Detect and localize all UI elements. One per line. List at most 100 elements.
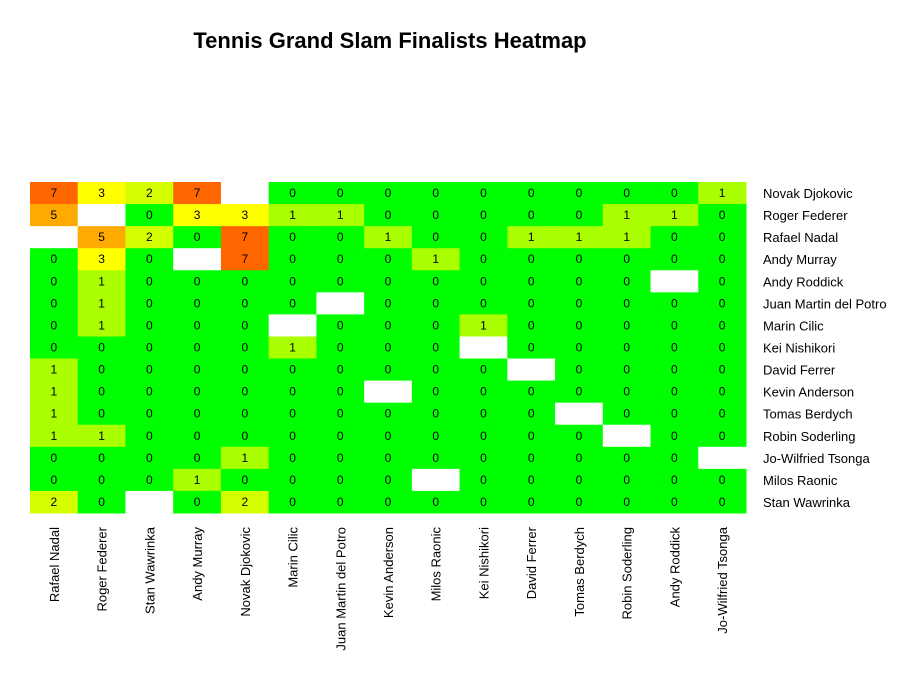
heatmap-cell — [125, 226, 174, 249]
heatmap-cell — [30, 248, 79, 271]
cell-value-label: 0 — [432, 208, 439, 222]
cell-value-label: 0 — [719, 230, 726, 244]
cell-value-label: 0 — [337, 274, 344, 288]
heatmap-cell — [30, 182, 79, 205]
heatmap-cell — [459, 226, 508, 249]
heatmap-cell — [411, 182, 461, 205]
heatmap-cell — [316, 380, 365, 404]
cell-value-label: 0 — [289, 451, 296, 465]
cell-value-label: 2 — [241, 495, 248, 509]
heatmap-cell — [411, 314, 461, 337]
cell-value-label: 0 — [576, 208, 583, 222]
cell-value-label: 0 — [528, 274, 535, 288]
heatmap-cell — [220, 358, 270, 382]
heatmap-cell — [125, 270, 174, 293]
heatmap-cell — [650, 248, 699, 271]
column-tick-label: Stan Wawrinka — [142, 526, 157, 614]
heatmap-cell — [30, 468, 79, 492]
heatmap-cell — [459, 270, 508, 293]
cell-value-label: 0 — [480, 451, 487, 465]
heatmap-cell — [507, 248, 556, 271]
heatmap-cell — [125, 248, 174, 271]
heatmap-cell — [650, 380, 699, 404]
heatmap-cell — [173, 248, 222, 271]
heatmap-cell — [698, 446, 747, 470]
column-tick-label: Juan Martin del Potro — [333, 527, 348, 651]
heatmap-cell-labels: 7 3 2 7 0 0 0 0 0 0 0 0 0 1 5 0 3 3 1 1 0 0 0 0 0 1 1 0 5 2 0 7 0 0 1 0 0 1 1 1… — [51, 186, 726, 509]
heatmap-cell — [698, 270, 747, 293]
heatmap-cell — [30, 292, 79, 315]
cell-value-label: 0 — [337, 385, 344, 399]
heatmap-cell — [125, 468, 174, 492]
cell-value-label: 0 — [337, 252, 344, 266]
heatmap-cell — [507, 446, 556, 470]
cell-value-label: 0 — [719, 363, 726, 377]
cell-value-label: 0 — [719, 341, 726, 355]
cell-value-label: 0 — [194, 495, 201, 509]
heatmap-cell — [650, 336, 699, 360]
heatmap-cell — [77, 182, 126, 205]
heatmap-cell — [650, 490, 699, 514]
heatmap-cell — [459, 182, 508, 205]
heatmap-cell — [77, 424, 126, 448]
heatmap-cell — [602, 314, 652, 337]
heatmap-cell — [411, 204, 461, 227]
column-tick-label: Novak Djokovic — [238, 527, 253, 617]
cell-value-label: 0 — [719, 495, 726, 509]
row-tick-label: Rafael Nadal — [763, 230, 838, 245]
heatmap-cell — [316, 490, 365, 514]
heatmap-cell — [602, 248, 652, 271]
cell-value-label: 3 — [241, 208, 248, 222]
heatmap-cell — [411, 424, 461, 448]
heatmap-cell — [459, 490, 508, 514]
cell-value-label: 0 — [576, 318, 583, 332]
cell-value-label: 0 — [337, 473, 344, 487]
heatmap-cell — [555, 424, 604, 448]
heatmap-cell — [698, 292, 747, 315]
heatmap-cell — [268, 424, 317, 448]
heatmap-cell — [364, 270, 413, 293]
cell-value-label: 0 — [576, 186, 583, 200]
heatmap-cell — [650, 204, 699, 227]
heatmap-cell — [30, 380, 79, 404]
cell-value-label: 0 — [480, 495, 487, 509]
cell-value-label: 0 — [528, 341, 535, 355]
cell-value-label: 0 — [528, 451, 535, 465]
heatmap-cell — [125, 490, 174, 514]
heatmap-cell — [220, 182, 270, 205]
heatmap-cell — [602, 226, 652, 249]
heatmap-cell — [30, 490, 79, 514]
heatmap-cell — [77, 446, 126, 470]
heatmap-cell — [555, 446, 604, 470]
cell-value-label: 0 — [719, 473, 726, 487]
heatmap-cell — [173, 314, 222, 337]
cell-value-label: 0 — [194, 230, 201, 244]
cell-value-label: 0 — [432, 385, 439, 399]
cell-value-label: 0 — [480, 363, 487, 377]
cell-value-label: 0 — [480, 385, 487, 399]
heatmap-cell — [650, 402, 699, 426]
heatmap-cell — [316, 292, 365, 315]
cell-value-label: 5 — [98, 230, 105, 244]
heatmap-cell — [698, 336, 747, 360]
heatmap-cell — [698, 380, 747, 404]
cell-value-label: 0 — [194, 451, 201, 465]
cell-value-label: 1 — [51, 385, 58, 399]
heatmap-cell — [507, 336, 556, 360]
heatmap-cell — [220, 226, 270, 249]
heatmap-cell — [125, 358, 174, 382]
heatmap-cell — [602, 182, 652, 205]
row-tick-label: Tomas Berdych — [763, 407, 853, 422]
cell-value-label: 0 — [98, 341, 105, 355]
heatmap-cell — [364, 204, 413, 227]
column-tick-label: Milos Raonic — [429, 527, 444, 602]
row-tick-label: Milos Raonic — [763, 473, 838, 488]
cell-value-label: 0 — [146, 429, 153, 443]
heatmap-cell — [507, 292, 556, 315]
cell-value-label: 0 — [51, 296, 58, 310]
cell-value-label: 2 — [51, 495, 58, 509]
heatmap-cell — [173, 226, 222, 249]
heatmap-cell — [555, 314, 604, 337]
heatmap-cell — [411, 336, 461, 360]
cell-value-label: 0 — [385, 495, 392, 509]
